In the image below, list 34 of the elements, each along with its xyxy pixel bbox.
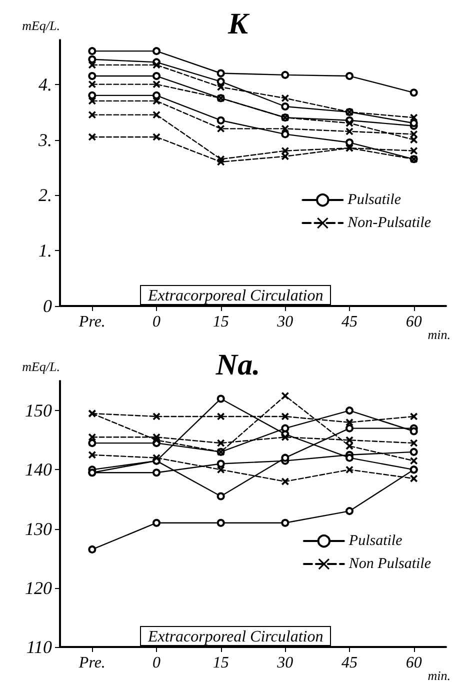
x-tick-label: 0 (152, 314, 160, 330)
y-tick-label: 2. (38, 185, 52, 206)
y-tick-label: 140 (25, 460, 52, 480)
y-tick-label: 3. (38, 130, 52, 150)
x-tick-label: 15 (212, 654, 229, 672)
y-axis-title: mEq/L. (22, 359, 60, 374)
x-tick-label: 45 (342, 654, 358, 672)
x-tick-label: 15 (212, 314, 229, 330)
x-tick-label: 60 (406, 314, 422, 330)
x-tick-label: 0 (152, 654, 160, 672)
chart-title: K (226, 8, 250, 40)
x-tick-label: 60 (406, 654, 422, 672)
y-tick-label: 120 (25, 578, 52, 598)
y-tick-label: 4. (38, 74, 52, 94)
x-tick-label: Pre. (78, 314, 106, 330)
x-tick-label: 45 (342, 314, 358, 330)
x-tick-label: 30 (276, 314, 294, 330)
x-tick-label: Pre. (78, 654, 106, 672)
annotation: Extracorporeal Circulation (147, 288, 324, 304)
x-axis-title: min. (428, 668, 450, 682)
y-tick-label: 150 (25, 400, 52, 421)
legend-label: Pulsatile (348, 533, 403, 550)
y-axis-title: mEq/L. (22, 18, 60, 33)
y-tick-label: 110 (26, 637, 52, 657)
chart-title: Na. (214, 348, 260, 382)
annotation: Extracorporeal Circulation (147, 628, 324, 646)
y-tick-label: 0 (43, 296, 52, 316)
x-tick-label: 30 (276, 654, 294, 672)
y-tick-label: 130 (25, 518, 52, 539)
y-tick-label: 1. (38, 240, 52, 261)
legend-label: Non Pulsatile (348, 556, 432, 572)
legend-label: Non-Pulsatile (346, 215, 432, 232)
x-axis-title: min. (428, 327, 450, 342)
legend-label: Pulsatile (346, 192, 402, 208)
